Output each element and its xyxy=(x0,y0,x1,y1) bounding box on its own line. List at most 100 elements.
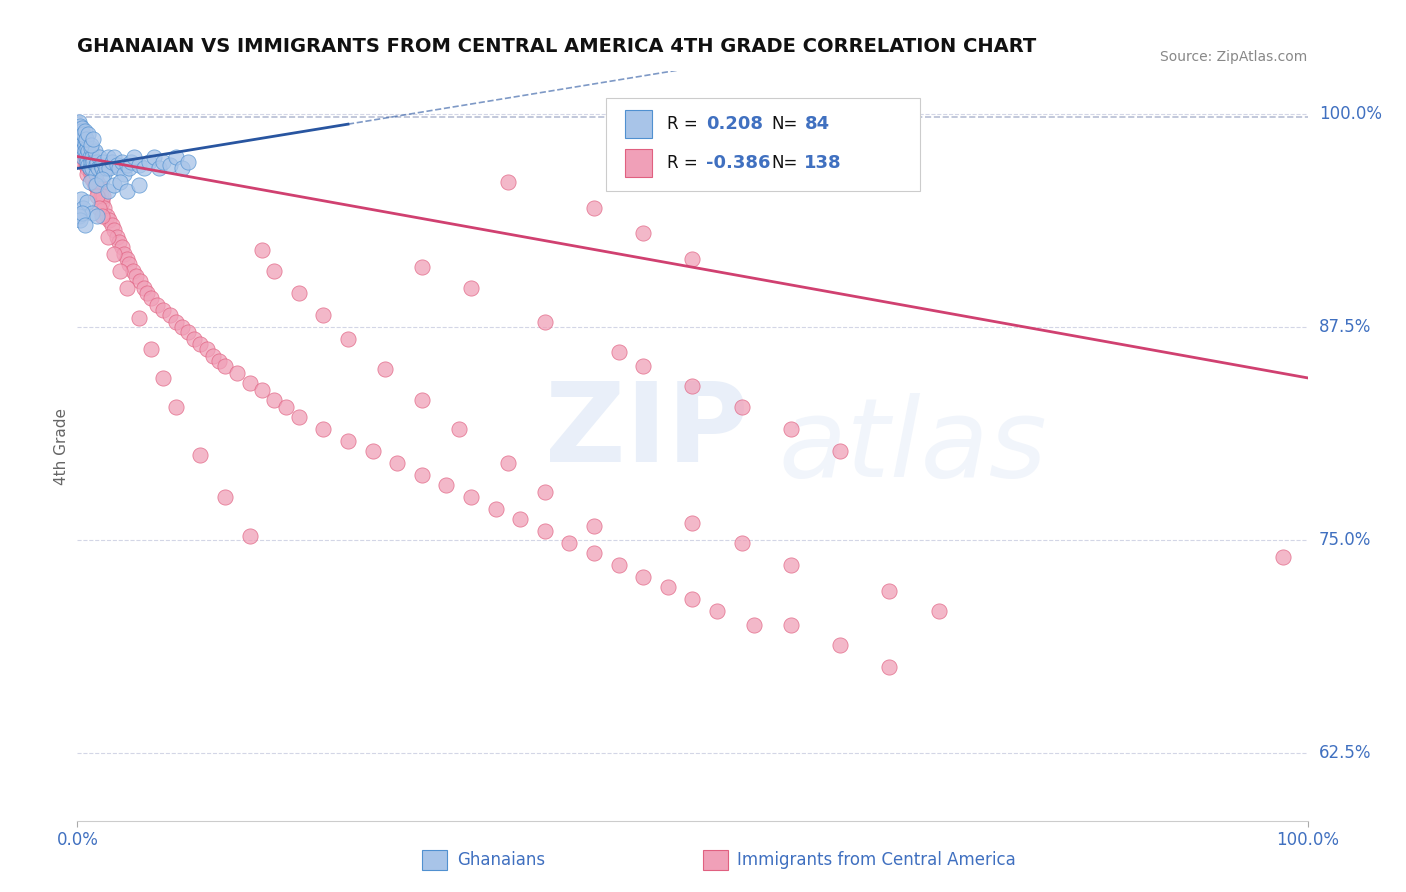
Point xyxy=(69,128,91,142)
Point xyxy=(101,154,124,169)
Point xyxy=(731,400,754,414)
Text: GHANAIAN VS IMMIGRANTS FROM CENTRAL AMERICA 4TH GRADE CORRELATION CHART: GHANAIAN VS IMMIGRANTS FROM CENTRAL AMER… xyxy=(77,37,1036,56)
Point xyxy=(77,145,100,159)
Point xyxy=(657,580,679,594)
Point xyxy=(534,524,557,538)
Point xyxy=(276,400,298,414)
Point xyxy=(79,149,101,163)
Point xyxy=(633,570,655,584)
Point xyxy=(142,149,165,163)
Point xyxy=(84,167,107,181)
Point xyxy=(115,158,138,172)
Point xyxy=(583,201,606,215)
Point xyxy=(69,132,91,146)
Point xyxy=(141,342,163,356)
Text: 138: 138 xyxy=(804,154,842,172)
Point xyxy=(146,298,169,312)
Point xyxy=(337,332,360,346)
Point xyxy=(742,617,765,632)
Point xyxy=(90,158,112,172)
Text: 62.5%: 62.5% xyxy=(1319,744,1371,762)
Point xyxy=(90,161,114,176)
Point xyxy=(731,536,754,550)
Text: Ghanaians: Ghanaians xyxy=(457,851,546,869)
Point xyxy=(80,137,103,152)
Point xyxy=(93,167,115,181)
Text: 100.0%: 100.0% xyxy=(1319,105,1382,123)
Point xyxy=(460,280,482,294)
Point xyxy=(263,263,285,277)
Point xyxy=(165,315,187,329)
Text: 75.0%: 75.0% xyxy=(1319,531,1371,549)
Point xyxy=(77,154,100,169)
Point xyxy=(82,171,104,186)
Point xyxy=(633,226,655,240)
Point xyxy=(82,161,104,176)
Point xyxy=(77,128,100,142)
Point xyxy=(780,617,803,632)
Point xyxy=(79,161,101,176)
Point xyxy=(70,137,93,152)
Point xyxy=(170,319,193,334)
Point xyxy=(830,444,852,458)
Point xyxy=(159,158,181,172)
Point xyxy=(67,209,90,223)
Text: atlas: atlas xyxy=(779,392,1047,500)
Point xyxy=(165,400,187,414)
Point xyxy=(77,158,100,172)
Point xyxy=(226,366,249,380)
Point xyxy=(75,132,97,146)
Point xyxy=(682,379,704,393)
Point xyxy=(70,145,93,159)
Text: 87.5%: 87.5% xyxy=(1319,318,1371,335)
Point xyxy=(94,161,117,176)
Point xyxy=(76,161,98,176)
Point xyxy=(128,178,150,193)
Point xyxy=(72,145,94,159)
Point xyxy=(73,145,96,159)
Point xyxy=(83,145,105,159)
Point xyxy=(96,209,118,223)
Point xyxy=(90,171,114,186)
Point xyxy=(879,660,901,674)
Point xyxy=(201,349,224,363)
Point xyxy=(879,583,901,598)
Point xyxy=(250,243,273,257)
Point xyxy=(103,246,125,260)
Point xyxy=(152,154,174,169)
Point xyxy=(70,141,93,155)
Point xyxy=(70,124,93,138)
Text: ZIP: ZIP xyxy=(546,377,748,484)
Point xyxy=(177,325,200,339)
Point xyxy=(97,229,120,244)
Point xyxy=(208,354,231,368)
Point xyxy=(115,184,138,198)
Point xyxy=(132,280,155,294)
Point xyxy=(183,332,205,346)
Point xyxy=(111,240,132,254)
Point xyxy=(86,188,108,202)
Point xyxy=(69,141,91,155)
Point xyxy=(80,141,103,155)
Point xyxy=(79,175,101,189)
Point xyxy=(70,120,93,135)
Point xyxy=(534,315,557,329)
Point xyxy=(115,252,138,266)
Point xyxy=(148,161,170,176)
Point xyxy=(67,128,90,142)
Point xyxy=(90,188,112,202)
Point xyxy=(152,302,174,317)
Point xyxy=(75,132,97,146)
Point xyxy=(108,161,131,176)
Point xyxy=(82,132,104,146)
Point xyxy=(70,149,93,163)
Point xyxy=(112,246,135,260)
Point xyxy=(121,263,143,277)
Point xyxy=(82,171,104,186)
Point xyxy=(159,308,181,322)
Point xyxy=(111,154,132,169)
Point xyxy=(188,448,212,462)
Point xyxy=(83,178,105,193)
Point xyxy=(82,205,104,219)
Point xyxy=(1272,549,1295,564)
